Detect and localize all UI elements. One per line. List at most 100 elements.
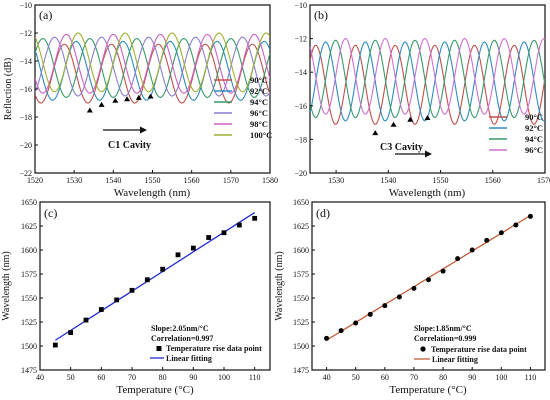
legend-label-4: 98°C <box>250 119 268 129</box>
legend-label-5: 100°C <box>250 130 272 140</box>
data-point <box>484 237 490 243</box>
panel-d-label: (d) <box>316 206 330 220</box>
x-tick-label: 50 <box>352 373 360 382</box>
panel-a-arrow <box>103 126 147 134</box>
dip-marker <box>372 130 379 136</box>
data-point <box>469 247 475 253</box>
y-tick-label: −22 <box>19 169 32 178</box>
panel-a-ticks: 1520 1530 1540 1550 1560 1570 1580 −22 −20 −18 −16… <box>19 1 278 185</box>
y-tick-label: −16 <box>19 85 32 94</box>
y-tick-label: −18 <box>294 135 307 144</box>
x-tick-label: 40 <box>323 373 331 382</box>
data-point <box>513 222 519 228</box>
x-tick-label: 60 <box>381 373 389 382</box>
panel-b-frame <box>309 4 546 174</box>
panel-a-label: (a) <box>39 8 52 22</box>
panel-a-x-axis-label: Wavelength (nm) <box>114 187 191 199</box>
x-tick-label: 1540 <box>105 176 121 185</box>
fit-line <box>54 212 256 341</box>
legend-label-2: 94°C <box>525 134 543 144</box>
panel-b-curves <box>310 38 545 125</box>
panel-d-x-axis-label: Temperature (°C) <box>389 384 467 396</box>
y-tick-label: 1550 <box>293 294 309 303</box>
panel-a: 1520 1530 1540 1550 1560 1570 1580 −22 −20 −18 −16… <box>3 1 278 199</box>
x-tick-label: 1560 <box>485 176 501 185</box>
panel-b-ticks: 1530 1540 1550 1560 1570 −20 −18 −16 −14 −12 −10 <box>294 1 550 185</box>
data-point <box>426 277 431 283</box>
y-tick-label: 1650 <box>21 198 37 207</box>
data-point <box>367 311 373 317</box>
data-point <box>252 215 258 221</box>
y-tick-label: 1525 <box>21 318 37 327</box>
x-tick-label: 1520 <box>27 176 43 185</box>
x-tick-label: 100 <box>495 373 507 382</box>
x-tick-label: 40 <box>36 373 44 382</box>
data-point <box>498 230 504 236</box>
series-line-3 <box>35 36 270 97</box>
legend-label-0: 90°C <box>250 75 268 85</box>
x-tick-label: 90 <box>468 373 476 382</box>
series-line-2 <box>310 39 545 119</box>
panel-b-arrow <box>395 150 432 158</box>
legend-label-3: 96°C <box>250 108 268 118</box>
x-tick-label: 1530 <box>66 176 82 185</box>
x-tick-label: 70 <box>410 373 418 382</box>
legend-label-0: 90°C <box>525 112 543 122</box>
series-line-1 <box>35 40 270 101</box>
panel-b-legend: 90°C92°C94°C96°C <box>489 112 543 155</box>
dip-marker <box>424 115 431 121</box>
data-point <box>160 266 166 272</box>
data-point <box>411 285 417 291</box>
legend-label-2: 94°C <box>250 97 268 107</box>
y-tick-label: −12 <box>294 35 307 44</box>
x-tick-label: 1570 <box>537 176 550 185</box>
y-tick-label: 1525 <box>293 318 309 327</box>
data-point <box>129 287 135 293</box>
panel-d-slope-text: Slope:1.85nm/°C <box>414 324 472 333</box>
panel-c-x-axis-label: Temperature (°C) <box>116 384 194 396</box>
x-tick-label: 110 <box>525 373 537 382</box>
y-tick-label: −18 <box>19 113 32 122</box>
data-point <box>236 222 242 228</box>
data-point <box>52 342 58 348</box>
data-point <box>353 320 359 326</box>
panel-d-legend-marker <box>420 346 426 352</box>
y-tick-label: −14 <box>19 57 32 66</box>
data-point <box>114 297 120 303</box>
panel-d-points <box>324 213 533 341</box>
data-point <box>440 268 446 274</box>
x-tick-label: 70 <box>128 373 136 382</box>
panel-d-ticks: 40 50 60 70 80 90 100 110 1475 1500 1525 1550 1575 16… <box>293 198 536 382</box>
data-point <box>190 245 196 251</box>
dip-marker <box>407 116 414 122</box>
x-tick-label: 60 <box>97 373 105 382</box>
y-tick-label: 1625 <box>293 222 309 231</box>
panel-d-legend: Temperature rise data point Linear fitti… <box>414 345 527 364</box>
x-tick-label: 1560 <box>184 176 200 185</box>
panel-c-y-axis-label: Wavelength (nm) <box>1 251 12 320</box>
y-tick-label: 1600 <box>293 246 309 255</box>
series-line-5 <box>35 32 270 93</box>
panel-c-legend-label-fit: Linear fitting <box>166 354 212 363</box>
x-tick-label: 1540 <box>380 176 396 185</box>
data-point <box>396 294 402 300</box>
panel-b-dip-markers <box>372 115 431 136</box>
panel-a-curves <box>35 32 270 104</box>
panel-a-y-axis-label: Reflection (dB) <box>3 58 14 120</box>
y-tick-label: 1650 <box>293 198 309 207</box>
panel-b-x-axis-label: Wavelength (nm) <box>389 187 466 199</box>
dip-marker <box>135 94 142 100</box>
y-tick-label: 1500 <box>21 342 37 351</box>
panel-c-slope-text: Slope:2.05nm/°C <box>151 324 209 333</box>
y-tick-label: −16 <box>294 102 307 111</box>
data-point <box>98 307 104 312</box>
y-tick-label: 1550 <box>21 294 37 303</box>
x-tick-label: 50 <box>67 373 75 382</box>
x-tick-label: 80 <box>439 373 447 382</box>
panel-c-frame <box>39 201 271 371</box>
x-tick-label: 90 <box>189 373 197 382</box>
panel-d-frame <box>311 201 546 371</box>
legend-label-1: 92°C <box>525 123 543 133</box>
